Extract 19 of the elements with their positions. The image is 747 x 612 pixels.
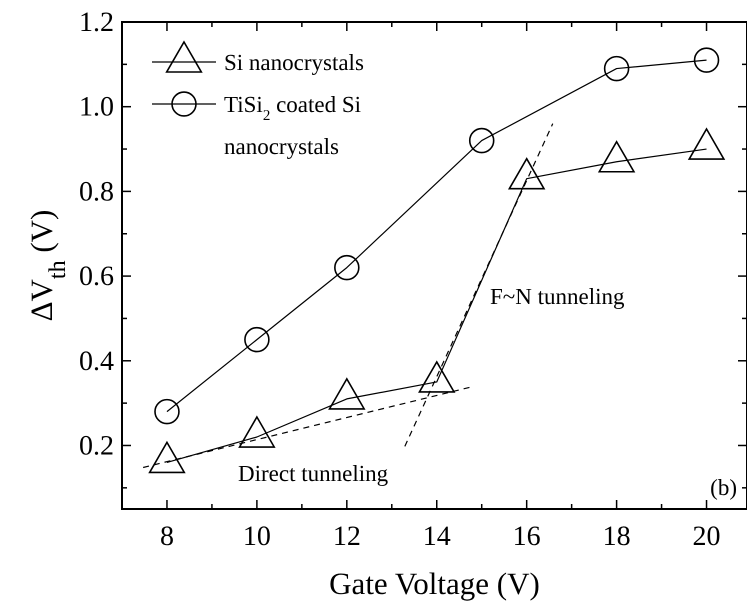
annotation: Direct tunneling <box>238 461 389 486</box>
x-axis-title: Gate Voltage (V) <box>329 566 540 601</box>
y-tick-label: 0.2 <box>79 430 114 462</box>
y-tick-label: 0.6 <box>79 261 114 292</box>
y-tick-label: 0.4 <box>79 346 114 377</box>
x-tick-label: 12 <box>332 521 361 552</box>
x-tick-label: 8 <box>160 521 174 552</box>
x-tick-label: 20 <box>692 521 721 552</box>
y-tick-label: 1.2 <box>79 7 114 38</box>
x-tick-label: 16 <box>512 521 541 552</box>
y-tick-label: 0.8 <box>79 176 114 208</box>
y-tick-label: 1.0 <box>79 92 114 123</box>
annotation: F~N tunneling <box>490 284 625 309</box>
legend-label: Si nanocrystals <box>224 50 364 75</box>
x-tick-label: 10 <box>242 521 271 552</box>
x-tick-label: 14 <box>422 521 451 552</box>
x-tick-label: 18 <box>602 521 631 552</box>
annotation: (b) <box>710 475 737 500</box>
legend-label: TiSi$_{2}$ coated Si nanocrystals <box>224 92 362 159</box>
